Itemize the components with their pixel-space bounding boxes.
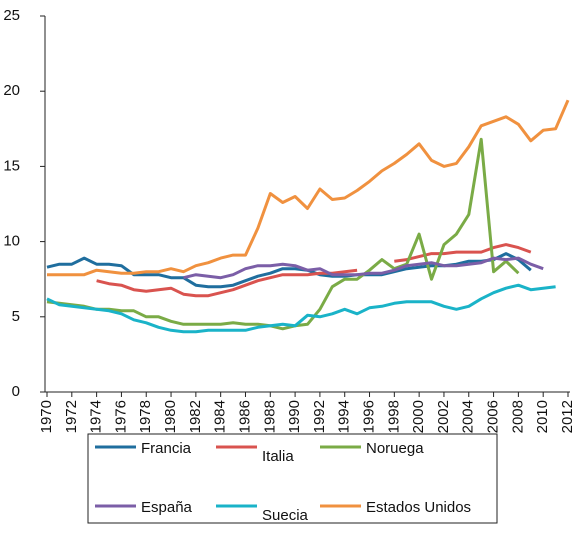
x-tick-label: 1978 (137, 400, 154, 433)
x-tick-label: 2006 (485, 400, 502, 433)
x-tick-label: 1996 (360, 400, 377, 433)
x-tick-label: 1972 (63, 400, 80, 433)
y-tick-label: 25 (3, 7, 20, 24)
x-tick-label: 1992 (311, 400, 328, 433)
x-tick-label: 1980 (162, 400, 179, 433)
series-line (96, 243, 532, 298)
x-tick-label: 1982 (187, 400, 204, 433)
x-tick-label: 1974 (88, 400, 105, 433)
series-line (46, 137, 520, 331)
legend-label: Estados Unidos (366, 499, 471, 516)
x-tick-label: 2012 (559, 400, 576, 433)
x-tick-label: 1976 (112, 400, 129, 433)
legend-label: Italia (262, 448, 294, 465)
y-tick-label: 0 (12, 383, 20, 400)
x-tick-label: 2008 (509, 400, 526, 433)
series-line (46, 283, 556, 334)
x-tick-label: 2004 (460, 400, 477, 433)
y-tick-label: 10 (3, 233, 20, 250)
y-tick-label: 15 (3, 157, 20, 174)
y-tick-label: 20 (3, 82, 20, 99)
series-line (47, 99, 570, 277)
legend-label: Suecia (262, 507, 309, 524)
x-tick-label: 1970 (38, 400, 55, 433)
legend-label: Noruega (366, 440, 424, 457)
series-line (46, 252, 532, 289)
y-tick-label: 5 (12, 308, 20, 325)
x-tick-label: 1990 (286, 400, 303, 433)
series-line (183, 256, 544, 280)
x-tick-label: 1988 (261, 400, 278, 433)
x-tick-label: 1998 (385, 400, 402, 433)
x-tick-label: 2002 (435, 400, 452, 433)
x-tick-label: 2000 (410, 400, 427, 433)
legend-box (87, 433, 498, 524)
x-tick-label: 1984 (212, 400, 229, 433)
x-tick-label: 1994 (336, 400, 353, 433)
x-tick-label: 1986 (236, 400, 253, 433)
legend-label: España (141, 499, 193, 516)
legend-label: Francia (141, 440, 192, 457)
x-tick-label: 2010 (534, 400, 551, 433)
